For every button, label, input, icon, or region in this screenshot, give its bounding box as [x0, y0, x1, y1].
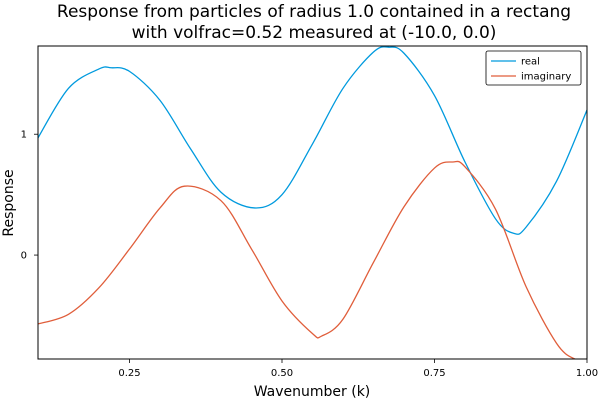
- legend-label-imaginary: imaginary: [521, 72, 571, 83]
- y-axis-label: Response: [1, 169, 17, 236]
- y-tick-label: 1: [21, 130, 27, 141]
- y-tick-label: 0: [21, 251, 27, 262]
- chart-title-line-1: Response from particles of radius 1.0 co…: [57, 2, 571, 22]
- x-tick-label: 0.50: [271, 368, 293, 379]
- x-axis-label: Wavenumber (k): [254, 384, 371, 400]
- chart-title-line-2: with volfrac=0.52 measured at (-10.0, 0.…: [132, 23, 497, 43]
- series-line-real: [38, 46, 587, 235]
- series-layer: [38, 46, 587, 359]
- legend-label-real: real: [521, 57, 540, 68]
- x-tick-label: 0.25: [118, 368, 140, 379]
- plot-frame: [37, 45, 588, 360]
- y-axis-ticks: 01: [21, 130, 38, 262]
- x-tick-label: 0.75: [423, 368, 445, 379]
- series-line-imaginary: [38, 160, 587, 359]
- legend: real imaginary: [485, 50, 582, 86]
- plot-area: [38, 46, 587, 359]
- x-tick-label: 1.00: [576, 368, 598, 379]
- x-axis-ticks: 0.25 0.50 0.75 1.00: [118, 359, 598, 379]
